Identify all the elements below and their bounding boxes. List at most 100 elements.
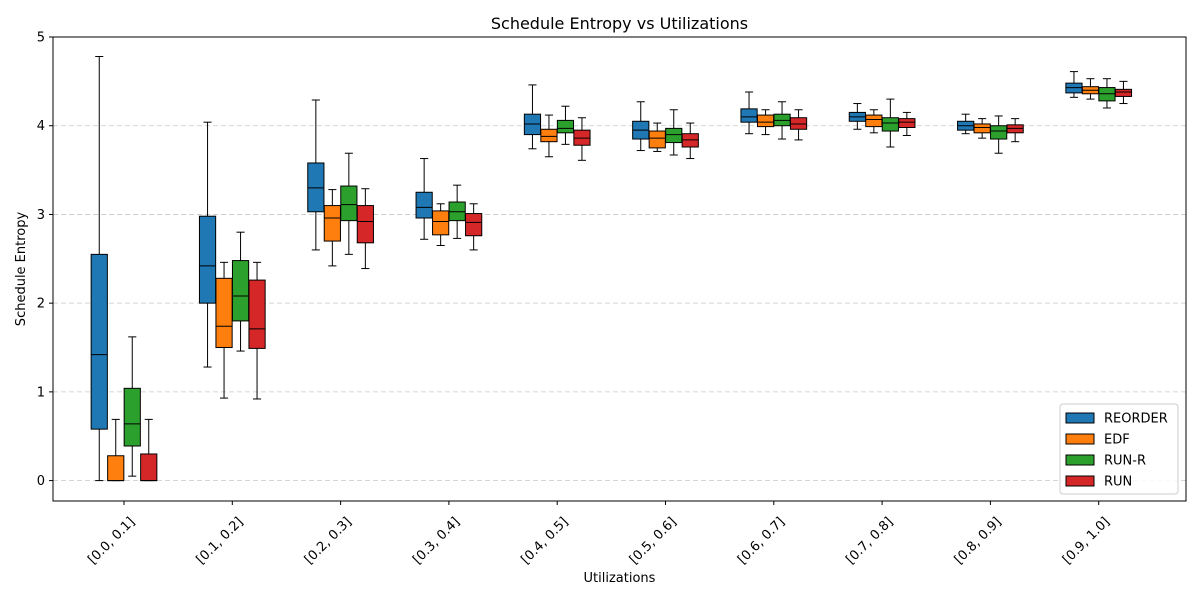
x-tick-label: [0.0, 0.1] xyxy=(85,515,138,568)
y-tick-label: 5 xyxy=(37,31,45,46)
box-iqr xyxy=(648,130,666,149)
legend-swatch-edf xyxy=(1065,433,1095,445)
box-reorder-8 xyxy=(957,113,975,135)
legend-swatch-run-r xyxy=(1065,454,1095,466)
axis-layer: 0 1 2 3 4 5 [0.0, 0.1] [0.1, 0.2] [0.2, 0.3] [0.3… xyxy=(37,31,1113,568)
box-iqr xyxy=(231,260,250,322)
box-edf-4 xyxy=(540,114,558,158)
box-run-0 xyxy=(140,418,158,482)
box-run-r-6 xyxy=(773,101,791,140)
box-edf-6 xyxy=(756,109,775,136)
x-tick-label: [0.7, 0.8] xyxy=(843,515,896,568)
box-iqr xyxy=(123,387,141,447)
box-reorder-5 xyxy=(632,101,650,152)
box-iqr xyxy=(340,185,358,222)
box-run-1 xyxy=(248,261,266,400)
box-edf-2 xyxy=(323,189,341,267)
box-run-6 xyxy=(789,109,808,141)
grid-layer xyxy=(53,36,1186,481)
box-iqr xyxy=(665,127,683,144)
legend-label-run: RUN xyxy=(1104,475,1132,490)
legend-frame xyxy=(1059,403,1179,495)
box-edf-9 xyxy=(1081,78,1100,100)
box-iqr xyxy=(898,118,916,128)
box-edf-5 xyxy=(648,122,666,152)
box-iqr xyxy=(556,119,575,134)
box-iqr xyxy=(215,277,233,349)
y-tick-label: 3 xyxy=(37,208,45,223)
box-edf-1 xyxy=(215,261,233,399)
box-run-5 xyxy=(681,122,699,160)
box-run-r-4 xyxy=(556,105,575,145)
x-tick-label: [0.3, 0.4] xyxy=(410,515,463,568)
box-run-r-3 xyxy=(448,184,466,239)
legend-swatch-reorder xyxy=(1065,412,1095,424)
box-reorder-9 xyxy=(1065,71,1083,98)
box-run-r-1 xyxy=(231,231,250,352)
legend-swatch-run xyxy=(1065,475,1095,487)
box-run-r-9 xyxy=(1098,78,1116,109)
legend-label-edf: EDF xyxy=(1104,433,1130,448)
box-iqr xyxy=(540,128,558,143)
box-iqr xyxy=(1114,88,1133,97)
box-iqr xyxy=(756,114,775,128)
box-reorder-7 xyxy=(848,103,866,130)
x-tick-label: [0.4, 0.5] xyxy=(519,515,572,568)
box-run-r-0 xyxy=(123,336,141,477)
x-tick-label: [0.2, 0.3] xyxy=(302,515,355,568)
box-iqr xyxy=(415,191,433,219)
plot-layer xyxy=(90,56,1133,482)
box-iqr xyxy=(865,114,883,128)
x-tick-label: [0.1, 0.2] xyxy=(194,515,247,568)
legend: REORDER EDF RUN-R RUN xyxy=(1059,403,1179,495)
box-iqr xyxy=(107,455,125,482)
box-edf-7 xyxy=(865,109,883,134)
box-iqr xyxy=(740,108,758,123)
box-iqr xyxy=(432,210,450,236)
box-reorder-3 xyxy=(415,158,433,240)
box-iqr xyxy=(990,125,1008,140)
legend-label-run-r: RUN-R xyxy=(1104,454,1146,469)
box-iqr xyxy=(881,117,899,132)
x-axis-title: Utilizations xyxy=(584,571,656,586)
box-iqr xyxy=(90,253,108,430)
box-run-r-5 xyxy=(665,109,683,156)
box-edf-3 xyxy=(432,203,450,246)
box-run-9 xyxy=(1114,80,1133,105)
y-tick-label: 0 xyxy=(37,474,45,489)
box-reorder-2 xyxy=(307,99,325,251)
box-iqr xyxy=(198,215,217,304)
box-reorder-6 xyxy=(740,91,758,135)
box-iqr xyxy=(465,213,483,237)
box-reorder-4 xyxy=(523,84,542,150)
x-tick-label: [0.8, 0.9] xyxy=(952,515,1005,568)
box-run-r-2 xyxy=(340,152,358,255)
y-tick-label: 1 xyxy=(37,385,45,400)
box-edf-8 xyxy=(973,118,991,139)
box-run-7 xyxy=(898,111,916,136)
box-iqr xyxy=(140,453,158,482)
box-run-r-7 xyxy=(881,98,899,148)
y-axis-title: Schedule Entropy xyxy=(14,212,29,327)
plot-frame xyxy=(52,36,1187,502)
box-iqr xyxy=(973,123,991,134)
box-edf-0 xyxy=(107,418,125,482)
legend-label-reorder: REORDER xyxy=(1104,412,1168,427)
box-run-3 xyxy=(465,203,483,251)
box-iqr xyxy=(356,205,374,244)
box-iqr xyxy=(248,279,266,349)
box-run-r-8 xyxy=(990,115,1008,154)
chart-title: Schedule Entropy vs Utilizations xyxy=(491,14,748,33)
x-tick-label: [0.9, 1.0] xyxy=(1060,515,1113,568)
y-tick-label: 2 xyxy=(37,297,45,312)
box-run-2 xyxy=(356,188,374,270)
x-tick-label: [0.5, 0.6] xyxy=(627,515,680,568)
x-tick-label: [0.6, 0.7] xyxy=(735,515,788,568)
y-tick-label: 4 xyxy=(37,119,45,134)
box-reorder-1 xyxy=(198,121,217,368)
box-run-4 xyxy=(573,117,591,161)
box-run-8 xyxy=(1006,118,1024,143)
box-iqr xyxy=(323,205,341,242)
